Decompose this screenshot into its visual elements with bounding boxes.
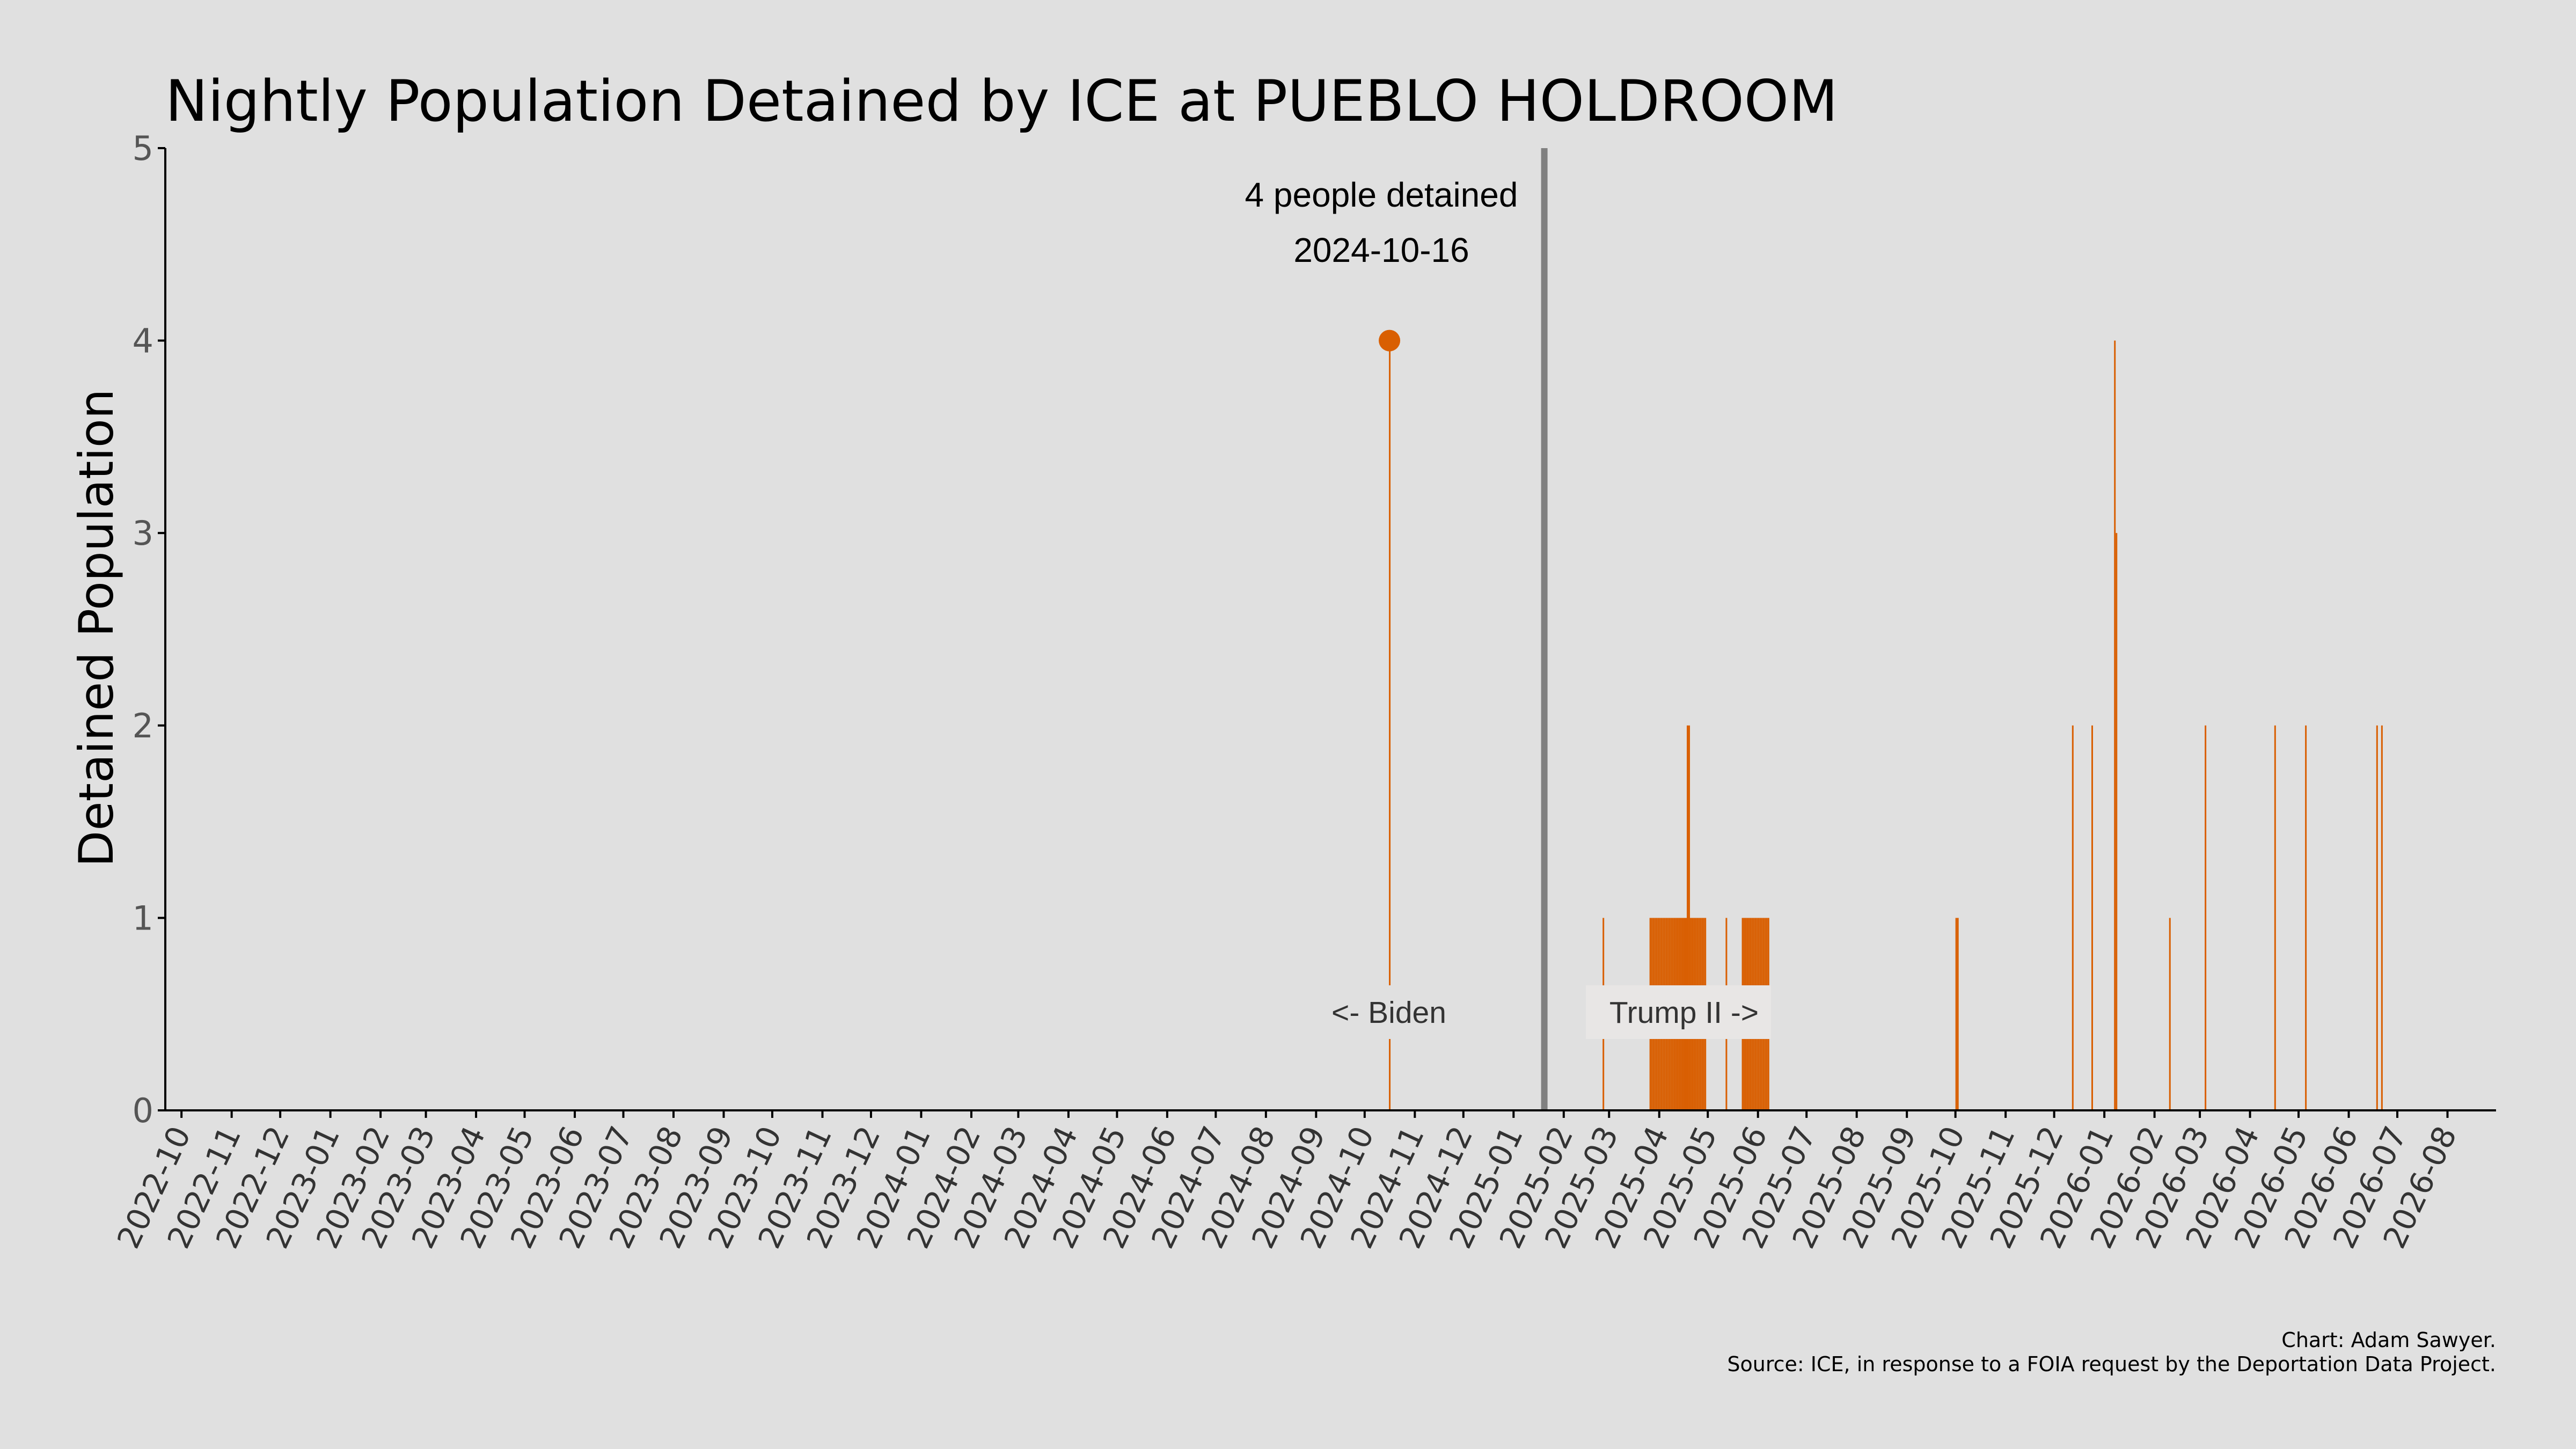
x-ticks: 2022-102022-112022-122023-012023-022023-… [110, 1110, 2464, 1254]
biden-label: <- Biden [1331, 996, 1446, 1030]
bar [1688, 725, 1690, 1110]
y-axis-label: Detained Population [69, 389, 124, 867]
y-tick-label: 0 [133, 1091, 153, 1130]
y-tick-label: 4 [133, 321, 153, 361]
bar [2091, 725, 2094, 1110]
chart-credit: Chart: Adam Sawyer. [2281, 1328, 2496, 1352]
highlight-label-date: 2024-10-16 [1293, 231, 1469, 269]
bar [1389, 340, 1391, 1110]
bar [2376, 725, 2378, 1110]
highlight-point [1379, 330, 1401, 352]
y-tick-label: 3 [133, 514, 153, 553]
bars [1389, 340, 2383, 1111]
bar [2116, 533, 2118, 1111]
trump-label-bg [1586, 985, 1771, 1039]
bar [1687, 725, 1689, 1110]
y-tick-label: 2 [133, 706, 153, 745]
chart-source: Source: ICE, in response to a FOIA reque… [1727, 1352, 2496, 1376]
bar [1957, 918, 1959, 1110]
annotations: <- Biden Trump II -> 4 people detained 2… [1245, 175, 1771, 1039]
trump-label: Trump II -> [1609, 996, 1759, 1030]
bar [2205, 725, 2207, 1110]
bar [1955, 918, 1957, 1110]
bar [2305, 725, 2307, 1110]
y-tick-label: 5 [133, 129, 153, 168]
bar [2072, 725, 2074, 1110]
chart-title: Nightly Population Detained by ICE at PU… [165, 68, 1838, 134]
y-tick-label: 1 [133, 898, 153, 938]
bar [2114, 340, 2116, 1110]
highlight-label-count: 4 people detained [1245, 175, 1518, 214]
bar [2274, 725, 2276, 1110]
biden-label-bg [1312, 985, 1468, 1039]
bar [2169, 918, 2171, 1110]
y-ticks: 0 1 2 3 4 5 [133, 129, 165, 1130]
bar [2381, 725, 2383, 1110]
